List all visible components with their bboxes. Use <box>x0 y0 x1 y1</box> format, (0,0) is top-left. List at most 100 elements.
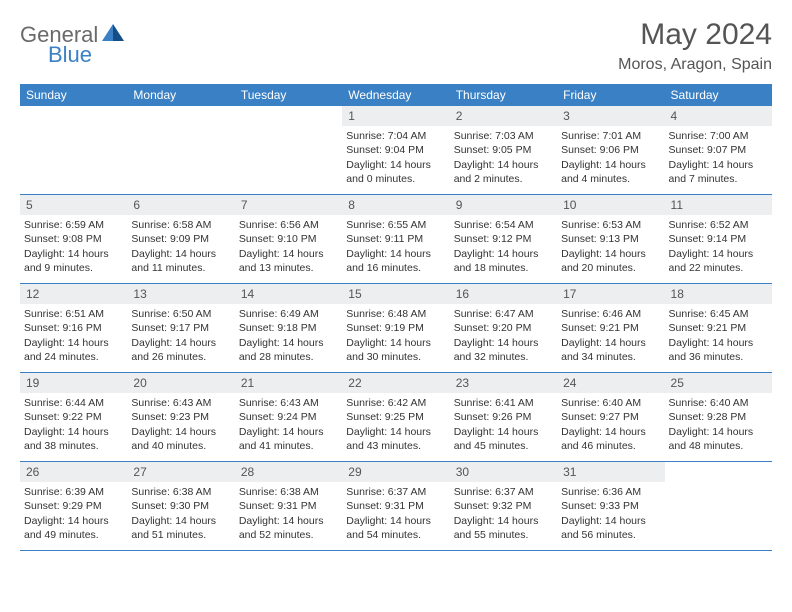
day-details: Sunrise: 6:50 AMSunset: 9:17 PMDaylight:… <box>127 304 234 368</box>
daylight-line: Daylight: 14 hours and 28 minutes. <box>239 336 338 364</box>
daylight-line: Daylight: 14 hours and 24 minutes. <box>24 336 123 364</box>
daylight-line: Daylight: 14 hours and 40 minutes. <box>131 425 230 453</box>
day-number: 14 <box>235 284 342 304</box>
day-details: Sunrise: 6:37 AMSunset: 9:31 PMDaylight:… <box>342 482 449 546</box>
calendar-cell: 5Sunrise: 6:59 AMSunset: 9:08 PMDaylight… <box>20 195 127 283</box>
day-details: Sunrise: 7:00 AMSunset: 9:07 PMDaylight:… <box>665 126 772 190</box>
day-details: Sunrise: 6:48 AMSunset: 9:19 PMDaylight:… <box>342 304 449 368</box>
day-number: 17 <box>557 284 664 304</box>
sunset-line: Sunset: 9:30 PM <box>131 499 230 513</box>
day-details: Sunrise: 6:58 AMSunset: 9:09 PMDaylight:… <box>127 215 234 279</box>
sunset-line: Sunset: 9:12 PM <box>454 232 553 246</box>
daylight-line: Daylight: 14 hours and 18 minutes. <box>454 247 553 275</box>
sunrise-line: Sunrise: 6:37 AM <box>346 485 445 499</box>
sunset-line: Sunset: 9:27 PM <box>561 410 660 424</box>
sunrise-line: Sunrise: 6:38 AM <box>239 485 338 499</box>
brand-part2: Blue <box>20 42 92 67</box>
calendar-cell: 16Sunrise: 6:47 AMSunset: 9:20 PMDayligh… <box>450 284 557 372</box>
day-number: 27 <box>127 462 234 482</box>
sunset-line: Sunset: 9:08 PM <box>24 232 123 246</box>
calendar-cell <box>127 106 234 194</box>
day-number: 8 <box>342 195 449 215</box>
sunset-line: Sunset: 9:11 PM <box>346 232 445 246</box>
day-details: Sunrise: 6:47 AMSunset: 9:20 PMDaylight:… <box>450 304 557 368</box>
calendar-cell: 21Sunrise: 6:43 AMSunset: 9:24 PMDayligh… <box>235 373 342 461</box>
day-details: Sunrise: 6:59 AMSunset: 9:08 PMDaylight:… <box>20 215 127 279</box>
daylight-line: Daylight: 14 hours and 0 minutes. <box>346 158 445 186</box>
calendar-grid: Sunday Monday Tuesday Wednesday Thursday… <box>20 84 772 551</box>
sunrise-line: Sunrise: 6:46 AM <box>561 307 660 321</box>
day-number: 5 <box>20 195 127 215</box>
day-number: 25 <box>665 373 772 393</box>
day-details: Sunrise: 6:39 AMSunset: 9:29 PMDaylight:… <box>20 482 127 546</box>
daylight-line: Daylight: 14 hours and 16 minutes. <box>346 247 445 275</box>
calendar-cell: 1Sunrise: 7:04 AMSunset: 9:04 PMDaylight… <box>342 106 449 194</box>
daylight-line: Daylight: 14 hours and 34 minutes. <box>561 336 660 364</box>
day-details: Sunrise: 6:51 AMSunset: 9:16 PMDaylight:… <box>20 304 127 368</box>
sunrise-line: Sunrise: 6:40 AM <box>561 396 660 410</box>
calendar-cell <box>20 106 127 194</box>
daylight-line: Daylight: 14 hours and 49 minutes. <box>24 514 123 542</box>
sunrise-line: Sunrise: 6:40 AM <box>669 396 768 410</box>
brand-part2-wrap: Blue <box>20 42 92 68</box>
daylight-line: Daylight: 14 hours and 7 minutes. <box>669 158 768 186</box>
sunrise-line: Sunrise: 6:56 AM <box>239 218 338 232</box>
day-details: Sunrise: 6:41 AMSunset: 9:26 PMDaylight:… <box>450 393 557 457</box>
calendar-cell: 26Sunrise: 6:39 AMSunset: 9:29 PMDayligh… <box>20 462 127 550</box>
day-details: Sunrise: 7:04 AMSunset: 9:04 PMDaylight:… <box>342 126 449 190</box>
calendar-cell: 12Sunrise: 6:51 AMSunset: 9:16 PMDayligh… <box>20 284 127 372</box>
sunset-line: Sunset: 9:23 PM <box>131 410 230 424</box>
day-details: Sunrise: 6:54 AMSunset: 9:12 PMDaylight:… <box>450 215 557 279</box>
triangle-icon <box>102 24 124 47</box>
day-number: 29 <box>342 462 449 482</box>
calendar-cell: 19Sunrise: 6:44 AMSunset: 9:22 PMDayligh… <box>20 373 127 461</box>
sunrise-line: Sunrise: 6:52 AM <box>669 218 768 232</box>
day-number: 10 <box>557 195 664 215</box>
calendar-cell: 14Sunrise: 6:49 AMSunset: 9:18 PMDayligh… <box>235 284 342 372</box>
calendar-cell: 4Sunrise: 7:00 AMSunset: 9:07 PMDaylight… <box>665 106 772 194</box>
day-number: 31 <box>557 462 664 482</box>
weekday-header: Sunday <box>20 88 127 102</box>
calendar-cell: 29Sunrise: 6:37 AMSunset: 9:31 PMDayligh… <box>342 462 449 550</box>
calendar-cell: 13Sunrise: 6:50 AMSunset: 9:17 PMDayligh… <box>127 284 234 372</box>
sunset-line: Sunset: 9:18 PM <box>239 321 338 335</box>
sunrise-line: Sunrise: 6:36 AM <box>561 485 660 499</box>
sunrise-line: Sunrise: 7:01 AM <box>561 129 660 143</box>
sunrise-line: Sunrise: 7:03 AM <box>454 129 553 143</box>
day-number: 23 <box>450 373 557 393</box>
day-details: Sunrise: 6:55 AMSunset: 9:11 PMDaylight:… <box>342 215 449 279</box>
daylight-line: Daylight: 14 hours and 45 minutes. <box>454 425 553 453</box>
day-number: 18 <box>665 284 772 304</box>
calendar-row: 5Sunrise: 6:59 AMSunset: 9:08 PMDaylight… <box>20 195 772 284</box>
calendar-cell: 31Sunrise: 6:36 AMSunset: 9:33 PMDayligh… <box>557 462 664 550</box>
sunrise-line: Sunrise: 6:41 AM <box>454 396 553 410</box>
day-details: Sunrise: 6:36 AMSunset: 9:33 PMDaylight:… <box>557 482 664 546</box>
calendar-cell: 27Sunrise: 6:38 AMSunset: 9:30 PMDayligh… <box>127 462 234 550</box>
day-details: Sunrise: 7:03 AMSunset: 9:05 PMDaylight:… <box>450 126 557 190</box>
daylight-line: Daylight: 14 hours and 51 minutes. <box>131 514 230 542</box>
day-number: 3 <box>557 106 664 126</box>
day-number: 16 <box>450 284 557 304</box>
sunset-line: Sunset: 9:06 PM <box>561 143 660 157</box>
calendar-row: 12Sunrise: 6:51 AMSunset: 9:16 PMDayligh… <box>20 284 772 373</box>
daylight-line: Daylight: 14 hours and 55 minutes. <box>454 514 553 542</box>
day-details: Sunrise: 6:49 AMSunset: 9:18 PMDaylight:… <box>235 304 342 368</box>
sunrise-line: Sunrise: 6:47 AM <box>454 307 553 321</box>
sunrise-line: Sunrise: 6:59 AM <box>24 218 123 232</box>
day-number: 24 <box>557 373 664 393</box>
day-details: Sunrise: 6:43 AMSunset: 9:24 PMDaylight:… <box>235 393 342 457</box>
sunrise-line: Sunrise: 6:39 AM <box>24 485 123 499</box>
calendar-cell: 23Sunrise: 6:41 AMSunset: 9:26 PMDayligh… <box>450 373 557 461</box>
sunset-line: Sunset: 9:31 PM <box>239 499 338 513</box>
day-number: 30 <box>450 462 557 482</box>
day-details: Sunrise: 6:38 AMSunset: 9:31 PMDaylight:… <box>235 482 342 546</box>
calendar-cell <box>235 106 342 194</box>
calendar-row: 19Sunrise: 6:44 AMSunset: 9:22 PMDayligh… <box>20 373 772 462</box>
daylight-line: Daylight: 14 hours and 38 minutes. <box>24 425 123 453</box>
calendar-cell: 8Sunrise: 6:55 AMSunset: 9:11 PMDaylight… <box>342 195 449 283</box>
sunrise-line: Sunrise: 6:55 AM <box>346 218 445 232</box>
day-details: Sunrise: 6:44 AMSunset: 9:22 PMDaylight:… <box>20 393 127 457</box>
sunrise-line: Sunrise: 6:50 AM <box>131 307 230 321</box>
calendar-cell: 15Sunrise: 6:48 AMSunset: 9:19 PMDayligh… <box>342 284 449 372</box>
sunrise-line: Sunrise: 6:48 AM <box>346 307 445 321</box>
